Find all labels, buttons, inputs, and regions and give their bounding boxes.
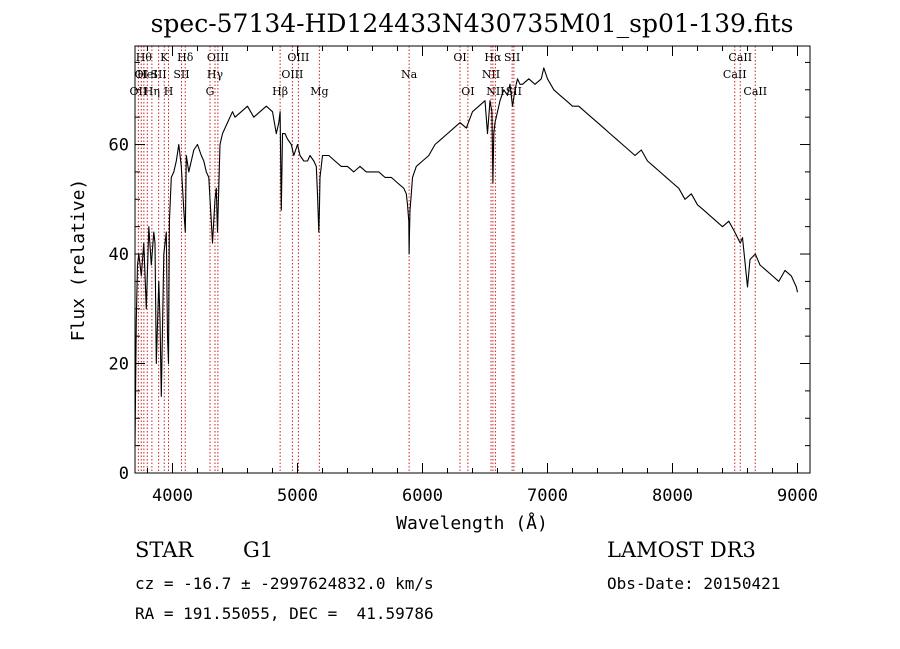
y-axis-label: Flux (relative)	[68, 179, 89, 342]
object-subclass: G1	[243, 538, 274, 562]
line-marker-labels: OII OI Hθ HeI Hη SII K H SII Hδ G Hγ OIII Hβ OIII OIII M…	[130, 51, 768, 98]
marker-label-1: OI	[135, 68, 148, 81]
spectrum-line	[134, 67, 799, 446]
y-axis-ticks: 0 20 40 60	[109, 61, 810, 484]
x-tick-label-3: 7000	[527, 486, 568, 506]
marker-label-13: Hβ	[272, 85, 288, 98]
marker-label-5: SII	[151, 68, 167, 81]
y-tick-label-1: 20	[109, 355, 129, 375]
marker-label-9: Hδ	[177, 51, 194, 64]
marker-label-12: OIII	[207, 51, 229, 64]
plot-frame	[134, 45, 811, 474]
marker-label-25: CaII	[723, 68, 747, 81]
survey-name: LAMOST DR3	[607, 538, 756, 562]
marker-label-2: Hθ	[136, 51, 153, 64]
x-axis-ticks: 4000 5000 6000 7000 8000 9000	[147, 46, 818, 506]
marker-label-11: Hγ	[207, 68, 224, 81]
marker-label-3: HeI	[137, 68, 157, 81]
y-tick-label-0: 0	[119, 464, 129, 484]
x-tick-label-0: 4000	[152, 486, 193, 506]
chart-title: spec-57134-HD124433N430735M01_sp01-139.f…	[151, 9, 794, 38]
y-tick-label-2: 40	[109, 245, 129, 265]
x-axis-label: Wavelength (Å)	[396, 512, 548, 534]
marker-label-8: SII	[173, 68, 189, 81]
marker-label-19: OI	[461, 85, 474, 98]
marker-label-26: CaII	[728, 51, 752, 64]
ra-dec-line: RA = 191.55055, DEC = 41.59786	[135, 604, 434, 623]
obs-date: Obs-Date: 20150421	[607, 574, 781, 593]
marker-label-10: G	[206, 85, 215, 98]
marker-label-21: Hα	[484, 51, 502, 64]
marker-label-16: Mg	[310, 85, 328, 98]
x-tick-label-5: 9000	[777, 486, 818, 506]
marker-label-27: CaII	[743, 85, 767, 98]
marker-label-23: SII	[504, 51, 520, 64]
marker-label-0: OII	[130, 85, 148, 98]
x-tick-label-2: 6000	[402, 486, 443, 506]
marker-label-20: NII	[482, 68, 500, 81]
marker-label-6: K	[160, 51, 169, 64]
x-tick-label-1: 5000	[277, 486, 318, 506]
x-tick-label-4: 8000	[652, 486, 693, 506]
marker-label-15: OIII	[287, 51, 309, 64]
marker-label-22: NII	[486, 85, 504, 98]
marker-label-14: OIII	[281, 68, 303, 81]
marker-label-7: H	[164, 85, 174, 98]
marker-label-4: Hη	[144, 85, 160, 98]
marker-label-18: OI	[453, 51, 466, 64]
redshift-line: cz = -16.7 ± -2997624832.0 km/s	[135, 574, 434, 593]
object-class: STAR	[135, 538, 194, 562]
line-markers	[137, 46, 756, 473]
marker-label-17: Na	[401, 68, 418, 81]
y-tick-label-3: 60	[109, 136, 129, 156]
marker-label-24: SII	[506, 85, 522, 98]
